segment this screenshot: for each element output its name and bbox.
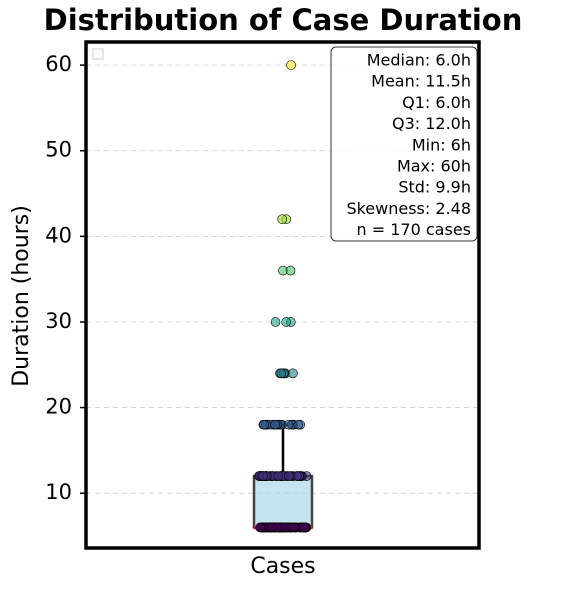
- stats: Median: 6.0h Mean: 11.5h Q1: 6.0h Q3: 12.0h…: [346, 51, 471, 240]
- data-point: [300, 522, 310, 533]
- y-tick-label: 50: [45, 138, 72, 162]
- data-point: [258, 471, 268, 481]
- data-point: [255, 522, 265, 533]
- data-point: [277, 214, 288, 225]
- data-point: [286, 60, 296, 70]
- stats-line: Skewness: 2.48: [346, 199, 471, 218]
- data-point: [293, 419, 304, 430]
- marks: [252, 60, 314, 533]
- y-tick-label: 60: [45, 52, 72, 76]
- stats-line: Mean: 11.5h: [371, 72, 471, 91]
- data-point: [270, 419, 280, 430]
- data-point: [281, 317, 291, 327]
- legend-box: [92, 48, 104, 60]
- box: [252, 474, 314, 529]
- stats-line: Q1: 6.0h: [402, 93, 471, 112]
- stats-line: Median: 6.0h: [367, 51, 471, 70]
- y-tick-label: 40: [45, 223, 72, 247]
- stats-line: Min: 6h: [412, 135, 471, 154]
- stats-line: n = 170 cases: [357, 220, 471, 239]
- plot-frame: [84, 40, 481, 550]
- data-point: [285, 265, 296, 276]
- stats-line: Std: 9.9h: [398, 178, 471, 197]
- data-point: [289, 522, 300, 533]
- y-tick-label: 20: [45, 395, 72, 419]
- data-point: [259, 419, 269, 430]
- data-point: [292, 471, 302, 481]
- stats-box: [330, 46, 478, 242]
- data-point: [276, 368, 286, 379]
- chart-title: Distribution of Case Duration: [44, 3, 523, 37]
- data-point: [270, 317, 281, 327]
- stats-line: Q3: 12.0h: [392, 114, 471, 133]
- data-point: [284, 471, 294, 481]
- y-axis-label: Duration (hours): [9, 205, 34, 387]
- y-tick-label: 10: [45, 480, 72, 504]
- stats-line: Max: 60h: [397, 157, 471, 176]
- data-point: [273, 471, 284, 481]
- x-tick-label: Cases: [250, 554, 315, 579]
- y-tick-label: 30: [45, 309, 72, 333]
- data-point: [283, 419, 294, 430]
- data-point: [288, 368, 298, 379]
- data-point: [267, 522, 277, 533]
